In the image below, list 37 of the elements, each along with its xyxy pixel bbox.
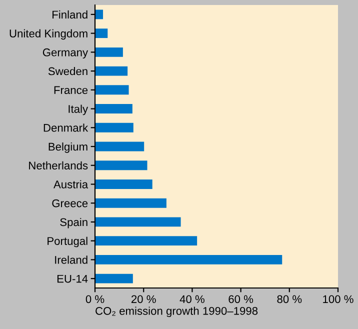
- x-tick-label: 100 %: [323, 295, 354, 304]
- bar: [95, 254, 282, 264]
- bar: [95, 104, 132, 114]
- x-tick-label: 0 %: [86, 295, 104, 304]
- y-tick-label: EU-14: [57, 274, 88, 283]
- y-tick-label: Portugal: [48, 236, 88, 248]
- y-tick-label: United Kingdom: [10, 29, 88, 40]
- bar: [95, 180, 152, 189]
- bar: [95, 28, 108, 38]
- y-tick-label: Sweden: [48, 67, 88, 76]
- bar: [95, 122, 134, 132]
- bar: [95, 274, 133, 284]
- y-tick-label: Spain: [60, 218, 88, 228]
- x-tick-label: 80 %: [277, 295, 302, 304]
- y-tick-label: France: [54, 86, 88, 94]
- bar: [95, 85, 129, 95]
- y-tick-label: Finland: [52, 10, 88, 19]
- y-tick-label: Ireland: [55, 256, 88, 264]
- bar: [95, 236, 198, 246]
- y-tick-label: Italy: [68, 104, 88, 116]
- bar: [95, 142, 144, 152]
- y-tick-label: Belgium: [48, 142, 88, 153]
- bar: [95, 66, 128, 76]
- x-axis-title: CO₂ emission growth 1990–1998: [96, 306, 258, 318]
- y-tick-label: Austria: [54, 180, 88, 188]
- bar: [95, 160, 148, 170]
- y-tick-label: Denmark: [44, 124, 88, 132]
- x-tick-label: 60 %: [228, 295, 254, 304]
- bar: [95, 10, 104, 20]
- x-tick-label: 20 %: [131, 295, 156, 304]
- y-tick-label: Netherlands: [29, 161, 88, 170]
- y-tick-label: Greece: [52, 199, 88, 208]
- bar: [95, 217, 181, 227]
- x-tick-label: 40 %: [180, 295, 204, 304]
- bar: [95, 47, 123, 57]
- bar: [95, 198, 166, 208]
- y-tick-label: Germany: [42, 48, 88, 58]
